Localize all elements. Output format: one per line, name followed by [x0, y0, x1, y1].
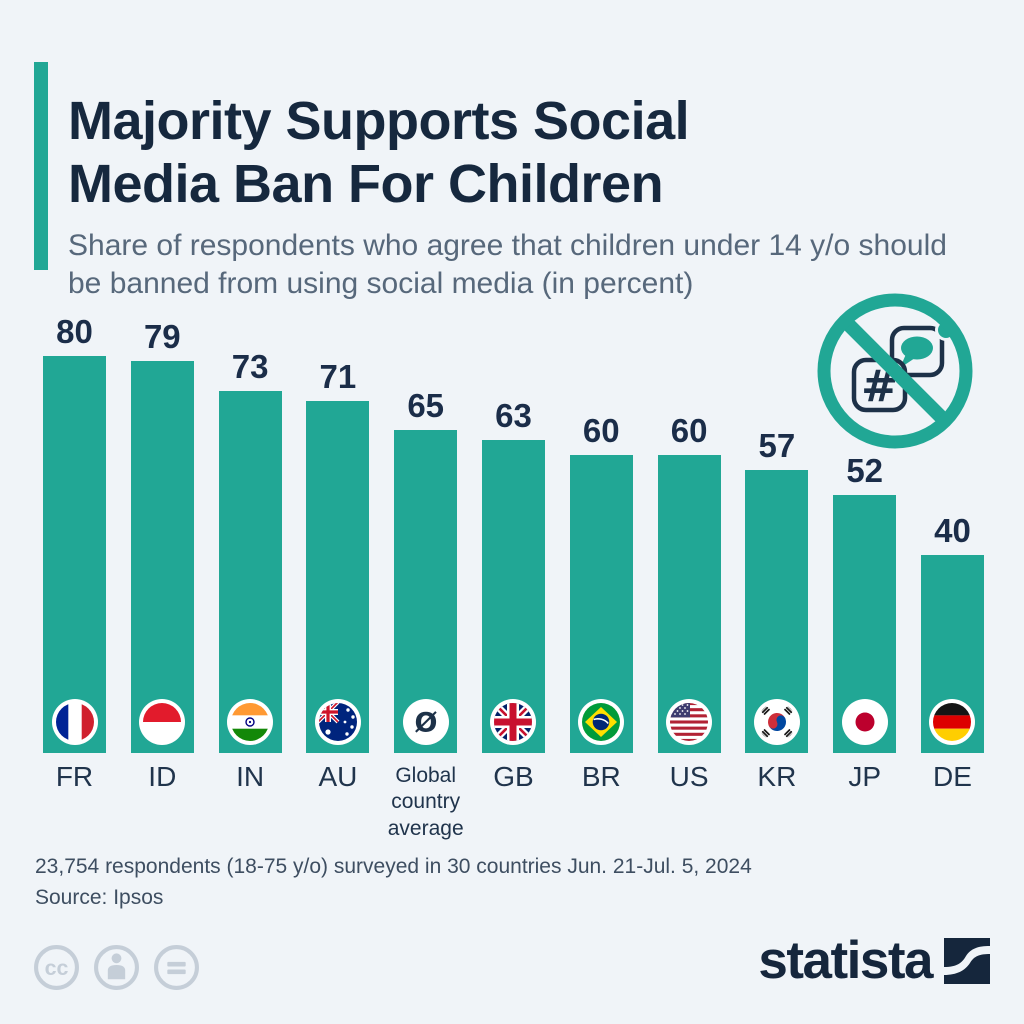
bar-value-label: 40 [934, 511, 971, 549]
bar-category-label: IN [236, 761, 265, 792]
bar-value-label: 73 [231, 347, 269, 385]
usa-flag-icon [666, 699, 713, 745]
bar-chart: 80 FR 79 ID 73 IN 71 AU 65 Ø Global coun… [43, 311, 984, 840]
bar-value-label: 57 [758, 427, 796, 465]
bar-group: 79 ID [130, 311, 194, 792]
japan-flag-icon [841, 699, 888, 745]
bar-category-label: GB [493, 761, 534, 792]
bar-value-label: 60 [670, 412, 708, 450]
bar-category-label: US [669, 761, 709, 792]
global-average-icon: Ø [402, 699, 449, 745]
bar-value-label: 80 [56, 313, 93, 350]
bar-group: 63 GB [481, 311, 545, 792]
bar-value-label: 63 [495, 397, 532, 435]
france-flag-icon [51, 699, 98, 745]
bar [569, 455, 633, 753]
chart-subtitle: Share of respondents who agree that chil… [68, 229, 947, 301]
uk-flag-icon [490, 699, 537, 745]
source-line: Source: Ipsos [35, 886, 164, 909]
bar-category-label: BR [581, 761, 621, 792]
bar-group: 60 BR [569, 311, 633, 792]
bar [481, 440, 545, 753]
bar-category-label: ID [148, 761, 177, 792]
bar [306, 400, 370, 753]
survey-note: 23,754 respondents (18-75 y/o) surveyed … [35, 855, 752, 878]
bar: Ø [394, 430, 458, 753]
australia-flag-icon [314, 699, 361, 745]
statista-wordmark: statista [758, 931, 933, 990]
indonesia-flag-icon [139, 699, 186, 745]
bar-group: 80 FR [43, 311, 106, 792]
title-accent-bar [34, 62, 48, 270]
bar-category-label: DE [933, 761, 972, 792]
license-icons: cc [33, 944, 200, 991]
bar [920, 554, 984, 753]
bar-group: 73 IN [218, 311, 282, 792]
bar-group: 71 AU [306, 311, 370, 792]
bar [43, 356, 106, 753]
banned-social-media-icon: # [817, 293, 973, 449]
germany-flag-icon [929, 699, 976, 745]
bar-group: 40 DE [920, 311, 984, 792]
bar [218, 390, 282, 753]
bar-group: 57 KR [745, 311, 809, 792]
bar-category-label: FR [55, 761, 94, 792]
bar-category-label: JP [848, 761, 882, 792]
svg-text:cc: cc [45, 956, 69, 980]
bar-group: 60 US [657, 311, 721, 792]
india-flag-icon [227, 699, 274, 745]
bar-category-label: AU [318, 761, 358, 792]
bar-value-label: 60 [582, 412, 620, 450]
bar [657, 455, 721, 753]
bar [745, 470, 809, 753]
page-title: Majority Supports Social Media Ban For C… [68, 91, 690, 214]
bar-group: 65 Ø Global country average [388, 311, 464, 839]
bar-value-label: 65 [407, 387, 445, 425]
brazil-flag-icon [578, 699, 625, 745]
bar-group: 52 JP [833, 311, 897, 792]
bar-value-label: 52 [846, 451, 884, 489]
cc-nd-equals-icon [154, 945, 199, 990]
svg-text:Ø: Ø [414, 708, 437, 739]
bar-value-label: 79 [143, 318, 181, 355]
cc-by-person-icon [94, 945, 139, 990]
bar [130, 361, 194, 753]
bar-value-label: 71 [319, 357, 357, 395]
bar [833, 494, 897, 753]
bar-category-label: Global country average [387, 764, 464, 840]
statista-branding: statista [758, 934, 990, 987]
statista-logo-icon [944, 937, 990, 984]
south-korea-flag-icon [753, 699, 800, 745]
cc-icon: cc [34, 945, 79, 990]
bar-category-label: KR [757, 761, 797, 792]
